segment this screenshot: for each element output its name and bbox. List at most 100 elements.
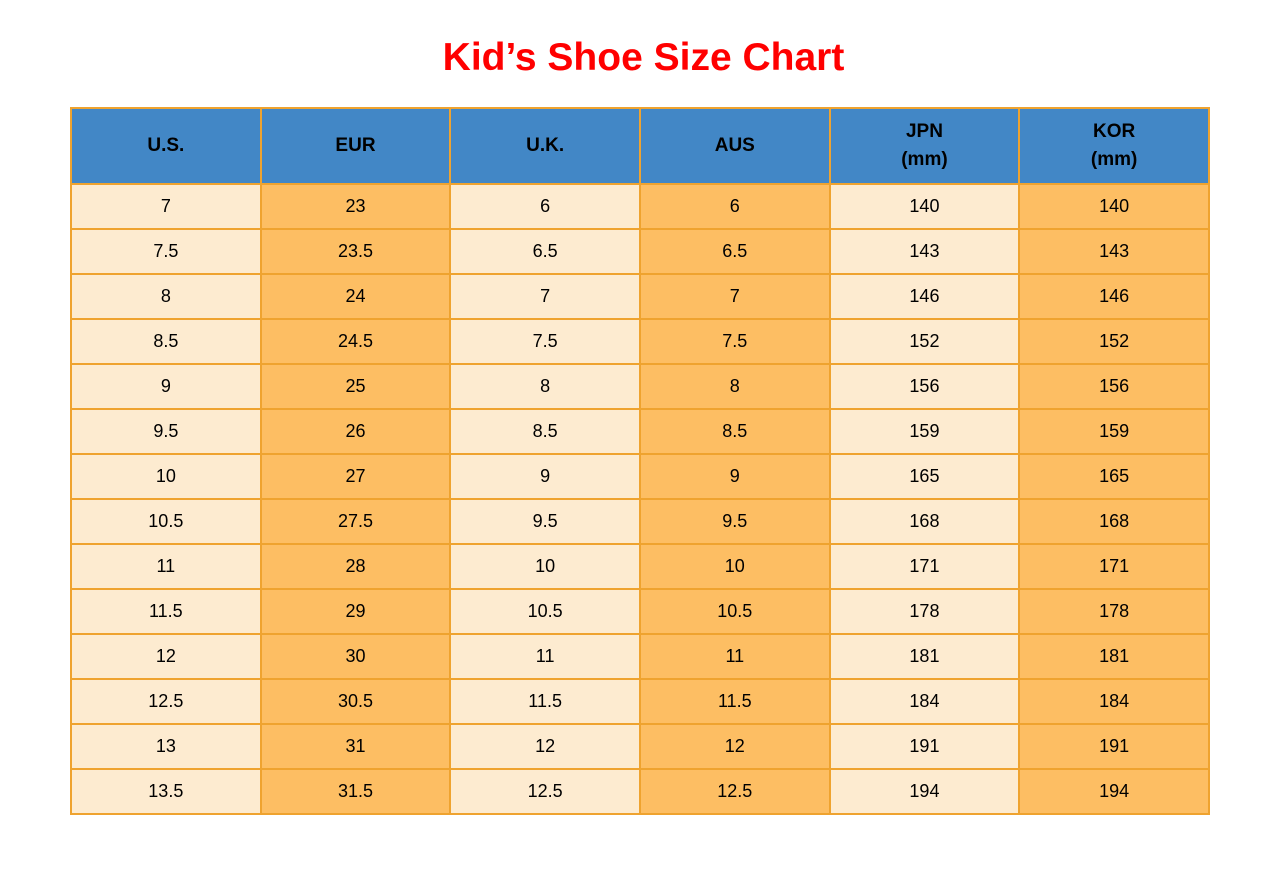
table-cell-jpn: 165: [828, 453, 1021, 500]
table-cell-jpn: 143: [828, 228, 1021, 275]
table-cell-eur: 28: [259, 543, 452, 590]
column-header-line: EUR: [335, 134, 376, 156]
table-row: 13 31 12 12 191 191: [70, 723, 1210, 770]
table-cell-kor: 178: [1018, 588, 1210, 635]
table-cell-us: 9: [70, 363, 262, 410]
table-cell-us: 12: [70, 633, 262, 680]
table-cell-jpn: 184: [828, 678, 1021, 725]
column-header-line: KOR: [1093, 120, 1136, 142]
table-cell-aus: 6.5: [638, 228, 831, 275]
table-cell-eur: 30: [259, 633, 452, 680]
table-cell-kor: 159: [1018, 408, 1210, 455]
table-cell-jpn: 178: [828, 588, 1021, 635]
table-cell-eur: 23.5: [259, 228, 452, 275]
table-row: 7 23 6 6 140 140: [70, 183, 1210, 230]
table-cell-uk: 11: [449, 633, 641, 680]
table-body: 7 23 6 6 140 140 7.5 23.5 6.5 6.5 143 143 8 24 7 7 146 14…: [70, 183, 1210, 815]
table-cell-eur: 26: [259, 408, 452, 455]
table-header: U.S. EUR U.K. AUS JPN (mm) KOR (mm): [70, 107, 1210, 185]
table-cell-kor: 191: [1018, 723, 1210, 770]
table-row: 12.5 30.5 11.5 11.5 184 184: [70, 678, 1210, 725]
table-cell-kor: 143: [1018, 228, 1210, 275]
table-cell-jpn: 191: [828, 723, 1021, 770]
table-cell-uk: 11.5: [449, 678, 641, 725]
table-cell-uk: 7.5: [449, 318, 641, 365]
table-row: 11.5 29 10.5 10.5 178 178: [70, 588, 1210, 635]
page-title: Kid’s Shoe Size Chart: [442, 36, 845, 79]
table-cell-eur: 31.5: [259, 768, 452, 815]
table-cell-us: 11: [70, 543, 262, 590]
table-cell-eur: 31: [259, 723, 452, 770]
table-cell-eur: 27: [259, 453, 452, 500]
table-cell-uk: 8: [449, 363, 641, 410]
table-cell-us: 9.5: [70, 408, 262, 455]
column-header-line: (mm): [1090, 149, 1138, 170]
table-cell-uk: 9.5: [449, 498, 641, 545]
table-cell-us: 10.5: [70, 498, 262, 545]
table-cell-aus: 12: [638, 723, 831, 770]
table-cell-eur: 23: [259, 183, 452, 230]
column-header-kor: KOR (mm): [1018, 107, 1210, 185]
table-cell-aus: 8: [638, 363, 831, 410]
table-cell-jpn: 194: [828, 768, 1021, 815]
column-header-aus: AUS: [638, 107, 831, 185]
table-cell-us: 13: [70, 723, 262, 770]
table-row: 12 30 11 11 181 181: [70, 633, 1210, 680]
table-header-row: U.S. EUR U.K. AUS JPN (mm) KOR (mm): [70, 107, 1210, 185]
table-cell-kor: 152: [1018, 318, 1210, 365]
column-header-line: U.S.: [147, 134, 185, 156]
table-cell-uk: 8.5: [449, 408, 641, 455]
table-cell-jpn: 146: [828, 273, 1021, 320]
table-cell-aus: 10: [638, 543, 831, 590]
table-cell-kor: 168: [1018, 498, 1210, 545]
table-row: 7.5 23.5 6.5 6.5 143 143: [70, 228, 1210, 275]
column-header-line: (mm): [901, 149, 948, 170]
table-cell-aus: 7.5: [638, 318, 831, 365]
table-cell-eur: 29: [259, 588, 452, 635]
table-cell-jpn: 171: [828, 543, 1021, 590]
column-header-uk: U.K.: [449, 107, 641, 185]
column-header-jpn: JPN (mm): [828, 107, 1021, 185]
table-cell-jpn: 168: [828, 498, 1021, 545]
table-cell-kor: 140: [1018, 183, 1210, 230]
table-row: 9.5 26 8.5 8.5 159 159: [70, 408, 1210, 455]
table-cell-eur: 27.5: [259, 498, 452, 545]
table-cell-aus: 8.5: [638, 408, 831, 455]
table-cell-eur: 24.5: [259, 318, 452, 365]
table-cell-us: 10: [70, 453, 262, 500]
column-header-us: U.S.: [70, 107, 262, 185]
table-cell-uk: 7: [449, 273, 641, 320]
table-cell-kor: 194: [1018, 768, 1210, 815]
table-row: 8 24 7 7 146 146: [70, 273, 1210, 320]
table-cell-us: 11.5: [70, 588, 262, 635]
table-cell-aus: 11: [638, 633, 831, 680]
shoe-size-table: U.S. EUR U.K. AUS JPN (mm) KOR (mm) 7 23 6 6 140 140…: [70, 107, 1210, 815]
table-cell-aus: 11.5: [638, 678, 831, 725]
table-cell-aus: 9.5: [638, 498, 831, 545]
table-cell-us: 8: [70, 273, 262, 320]
table-cell-us: 12.5: [70, 678, 262, 725]
table-cell-jpn: 156: [828, 363, 1021, 410]
table-cell-eur: 30.5: [259, 678, 452, 725]
table-cell-us: 7: [70, 183, 262, 230]
table-cell-jpn: 159: [828, 408, 1021, 455]
table-cell-kor: 184: [1018, 678, 1210, 725]
table-cell-jpn: 181: [828, 633, 1021, 680]
table-cell-us: 13.5: [70, 768, 262, 815]
table-row: 9 25 8 8 156 156: [70, 363, 1210, 410]
table-cell-aus: 7: [638, 273, 831, 320]
table-row: 13.5 31.5 12.5 12.5 194 194: [70, 768, 1210, 815]
table-row: 11 28 10 10 171 171: [70, 543, 1210, 590]
table-cell-kor: 156: [1018, 363, 1210, 410]
table-cell-uk: 6: [449, 183, 641, 230]
column-header-line: JPN: [905, 120, 943, 142]
table-cell-eur: 24: [259, 273, 452, 320]
table-cell-uk: 12.5: [449, 768, 641, 815]
table-row: 10.5 27.5 9.5 9.5 168 168: [70, 498, 1210, 545]
table-cell-uk: 10.5: [449, 588, 641, 635]
table-row: 10 27 9 9 165 165: [70, 453, 1210, 500]
column-header-line: AUS: [714, 134, 755, 156]
table-cell-aus: 10.5: [638, 588, 831, 635]
column-header-eur: EUR: [259, 107, 452, 185]
